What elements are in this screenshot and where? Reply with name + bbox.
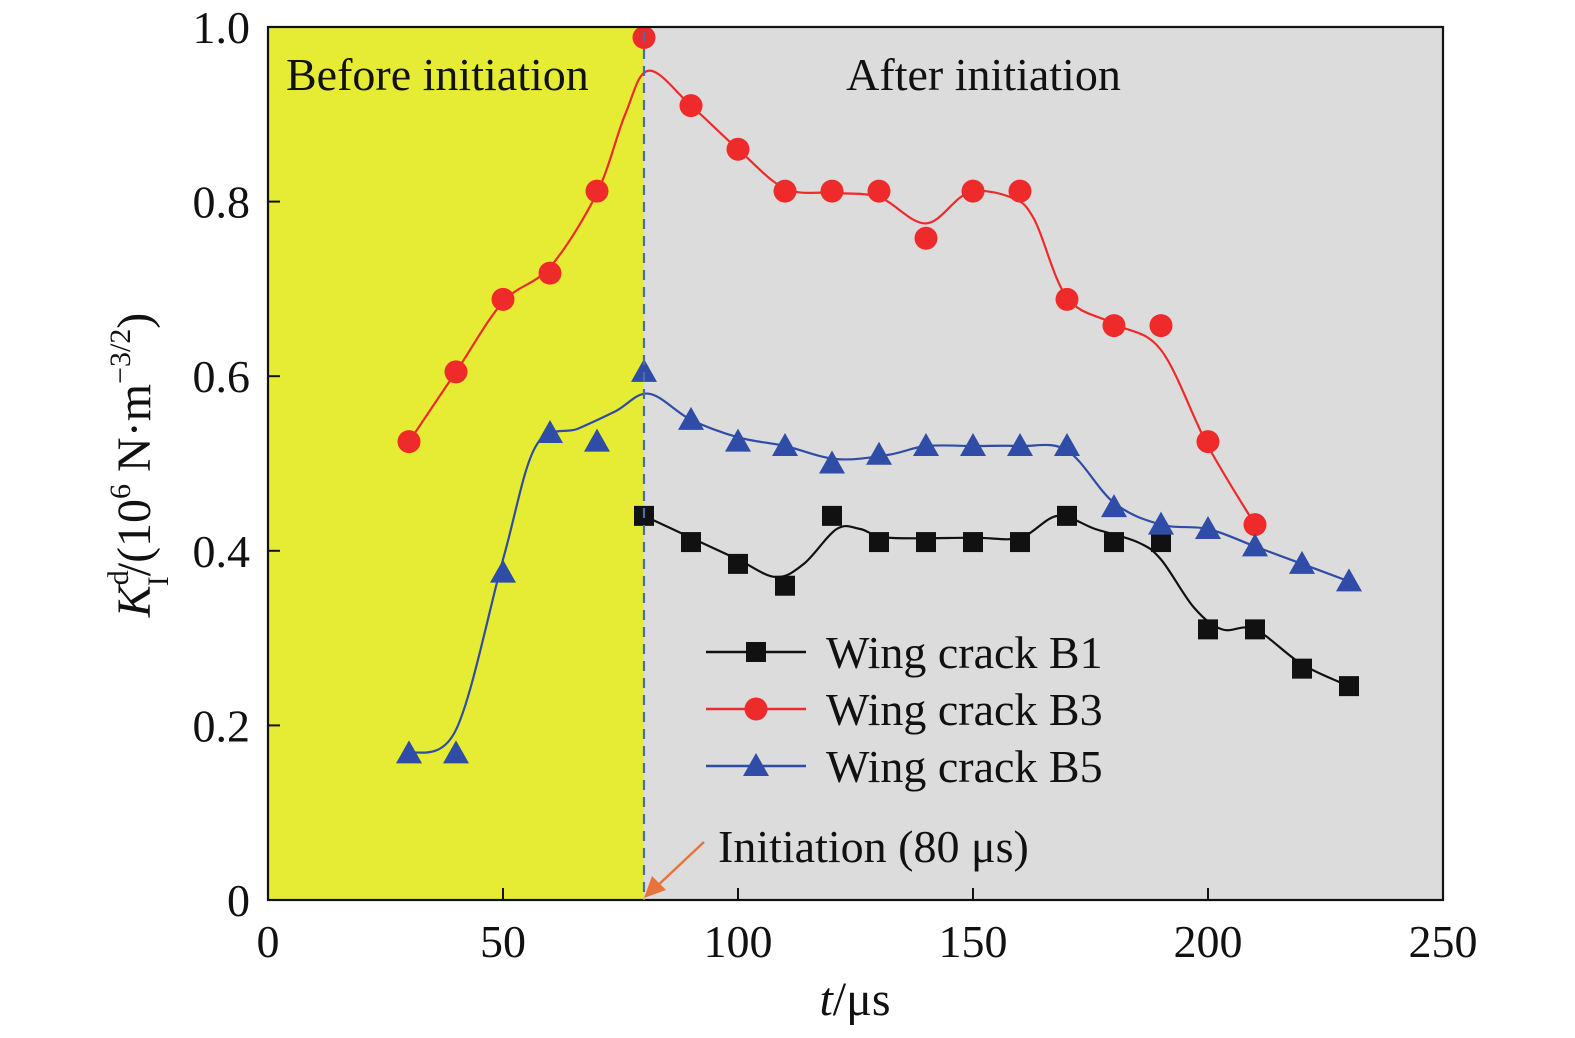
y-axis-title: Kd I/(106 N·m−3/2) [102,313,175,619]
point-wing-crack-b1-210 [1245,619,1265,640]
axes-layer: 0 50 100 150 200 250 0 0.2 0.4 0.6 0.8 1.0 [193,2,1478,967]
point-wing-crack-b5-190 [1148,511,1174,535]
initiation-arrow-head [644,876,666,898]
point-wing-crack-b3-160 [1008,179,1032,203]
point-wing-crack-b1-110 [775,575,795,596]
point-wing-crack-b5-40 [443,740,469,764]
point-wing-crack-b5-160 [1007,433,1033,457]
legend-marker-wing-crack-b3 [744,697,768,721]
point-wing-crack-b5-70 [584,428,610,452]
point-wing-crack-b1-170 [1057,505,1077,526]
point-wing-crack-b5-150 [960,433,986,457]
point-wing-crack-b3-110 [773,179,797,203]
y-tick-label-0: 0 [227,875,250,926]
y-tick-label-1: 1.0 [193,2,251,53]
point-wing-crack-b5-60 [537,419,563,443]
x-tick-label-200: 200 [1174,916,1243,967]
point-wing-crack-b3-150 [961,179,985,203]
point-wing-crack-b5-210 [1242,533,1268,557]
point-wing-crack-b1-150 [963,532,983,553]
point-wing-crack-b5-110 [772,433,798,457]
y-tick-label-0-8: 0.8 [193,177,251,228]
point-wing-crack-b3-100 [726,137,750,161]
annotation-layer: Initiation (80 μs) [642,32,1029,900]
point-wing-crack-b3-40 [444,360,468,384]
y-tick-label-0-2: 0.2 [193,700,251,751]
point-wing-crack-b3-90 [679,94,703,118]
x-tick-label-250: 250 [1409,916,1478,967]
point-wing-crack-b3-120 [820,179,844,203]
point-wing-crack-b5-90 [678,406,704,430]
point-wing-crack-b5-80 [631,358,657,382]
point-wing-crack-b5-220 [1289,550,1315,574]
point-wing-crack-b1-200 [1198,619,1218,640]
legend-label-wing-crack-b3: Wing crack B3 [826,684,1103,735]
initiation-arrow-shaft [653,841,705,890]
x-tick-label-50: 50 [480,916,526,967]
x-axis-title: t/μs [819,973,890,1026]
point-wing-crack-b1-100 [728,553,748,574]
point-wing-crack-b5-200 [1195,515,1221,539]
point-wing-crack-b3-190 [1149,314,1173,338]
point-wing-crack-b5-50 [490,559,516,583]
legend-label-wing-crack-b5: Wing crack B5 [826,741,1103,792]
point-wing-crack-b3-30 [397,430,421,454]
point-wing-crack-b1-180 [1104,532,1124,553]
region-labels-layer: Before initiation After initiation [286,49,1121,100]
point-wing-crack-b1-120 [822,505,842,526]
region-label-after-initiation: After initiation [846,49,1121,100]
x-tick-label-150: 150 [939,916,1008,967]
region-label-before-initiation: Before initiation [286,49,589,100]
y-tick-label-0-4: 0.4 [193,526,251,577]
point-wing-crack-b3-70 [585,179,609,203]
point-wing-crack-b3-170 [1055,287,1079,311]
point-wing-crack-b5-30 [396,740,422,764]
point-wing-crack-b1-90 [681,532,701,553]
point-wing-crack-b1-190 [1151,532,1171,553]
x-tick-label-0: 0 [257,916,280,967]
point-wing-crack-b1-140 [916,532,936,553]
point-wing-crack-b3-210 [1243,513,1267,537]
point-wing-crack-b5-180 [1101,494,1127,518]
x-tick-label-100: 100 [704,916,773,967]
region-after-initiation [644,27,1443,900]
point-wing-crack-b5-140 [913,433,939,457]
point-wing-crack-b1-130 [869,532,889,553]
point-wing-crack-b3-140 [914,226,938,250]
markers-layer [396,25,1362,764]
point-wing-crack-b5-120 [819,450,845,474]
point-wing-crack-b3-180 [1102,314,1126,338]
point-wing-crack-b1-160 [1010,532,1030,553]
legend-marker-wing-crack-b1 [746,642,766,662]
point-wing-crack-b5-100 [725,428,751,452]
point-wing-crack-b3-60 [538,261,562,285]
point-wing-crack-b3-200 [1196,430,1220,454]
point-wing-crack-b5-170 [1054,433,1080,457]
region-before-initiation [268,27,644,900]
legend-label-wing-crack-b1: Wing crack B1 [826,627,1103,678]
regions-layer [268,27,1443,900]
point-wing-crack-b3-130 [867,179,891,203]
initiation-label: Initiation (80 μs) [718,821,1029,872]
point-wing-crack-b1-220 [1292,658,1312,679]
legend-marker-wing-crack-b5 [743,753,769,776]
y-tick-label-0-6: 0.6 [193,351,251,402]
point-wing-crack-b5-230 [1336,568,1362,592]
point-wing-crack-b1-230 [1339,676,1359,697]
point-wing-crack-b5-130 [866,441,892,465]
point-wing-crack-b3-50 [491,287,515,311]
legend-layer: Wing crack B1 Wing crack B3 Wing crack B5 [706,627,1103,792]
plot-frame [266,25,1445,902]
